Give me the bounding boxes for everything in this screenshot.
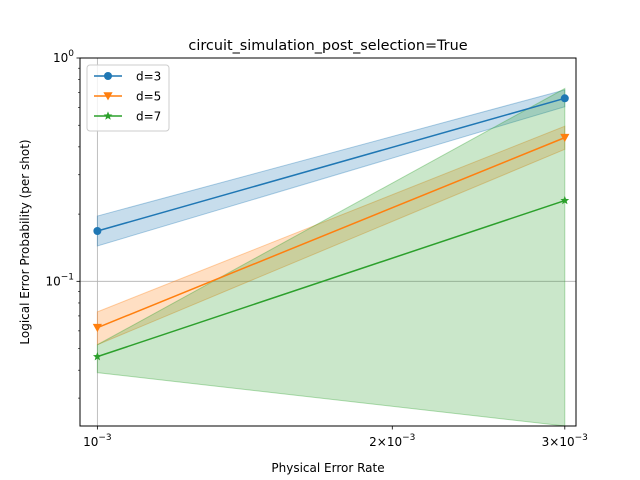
axis-ticks: 10−3 2×10−3 3×10−3 10−1 100 <box>45 49 587 449</box>
x-tick-label: 10−3 <box>83 433 112 449</box>
point-d7 <box>560 195 570 205</box>
point-d3 <box>560 94 569 103</box>
x-tick-label: 2×10−3 <box>369 433 415 449</box>
legend-marker-d3 <box>104 72 112 80</box>
y-axis-label: Logical Error Probability (per shot) <box>18 139 32 344</box>
point-d5 <box>560 133 570 143</box>
y-tick-label: 10−1 <box>45 272 74 288</box>
point-d7 <box>92 352 102 361</box>
point-d3 <box>93 227 102 236</box>
line-d7 <box>97 199 566 358</box>
series-markers <box>92 94 570 361</box>
y-tick-label: 100 <box>53 49 74 65</box>
line-d3 <box>97 97 566 232</box>
chart-title: circuit_simulation_post_selection=True <box>188 38 467 54</box>
legend-marker-d5 <box>103 92 113 101</box>
legend-label-d5: d=5 <box>136 90 161 104</box>
band-d5 <box>96 125 566 346</box>
series-lines <box>97 97 566 358</box>
confidence-bands <box>96 87 566 427</box>
x-axis-label: Physical Error Rate <box>271 461 384 475</box>
point-d5 <box>92 323 102 333</box>
band-d3 <box>96 89 566 247</box>
legend-marker-d7 <box>103 111 113 120</box>
legend: d=3 d=5 d=7 <box>86 64 170 132</box>
legend-label-d3: d=3 <box>136 70 161 84</box>
plot-frame <box>79 57 577 427</box>
legend-label-d7: d=7 <box>136 110 161 124</box>
line-d5 <box>97 136 566 329</box>
x-tick-label: 3×10−3 <box>542 433 588 449</box>
